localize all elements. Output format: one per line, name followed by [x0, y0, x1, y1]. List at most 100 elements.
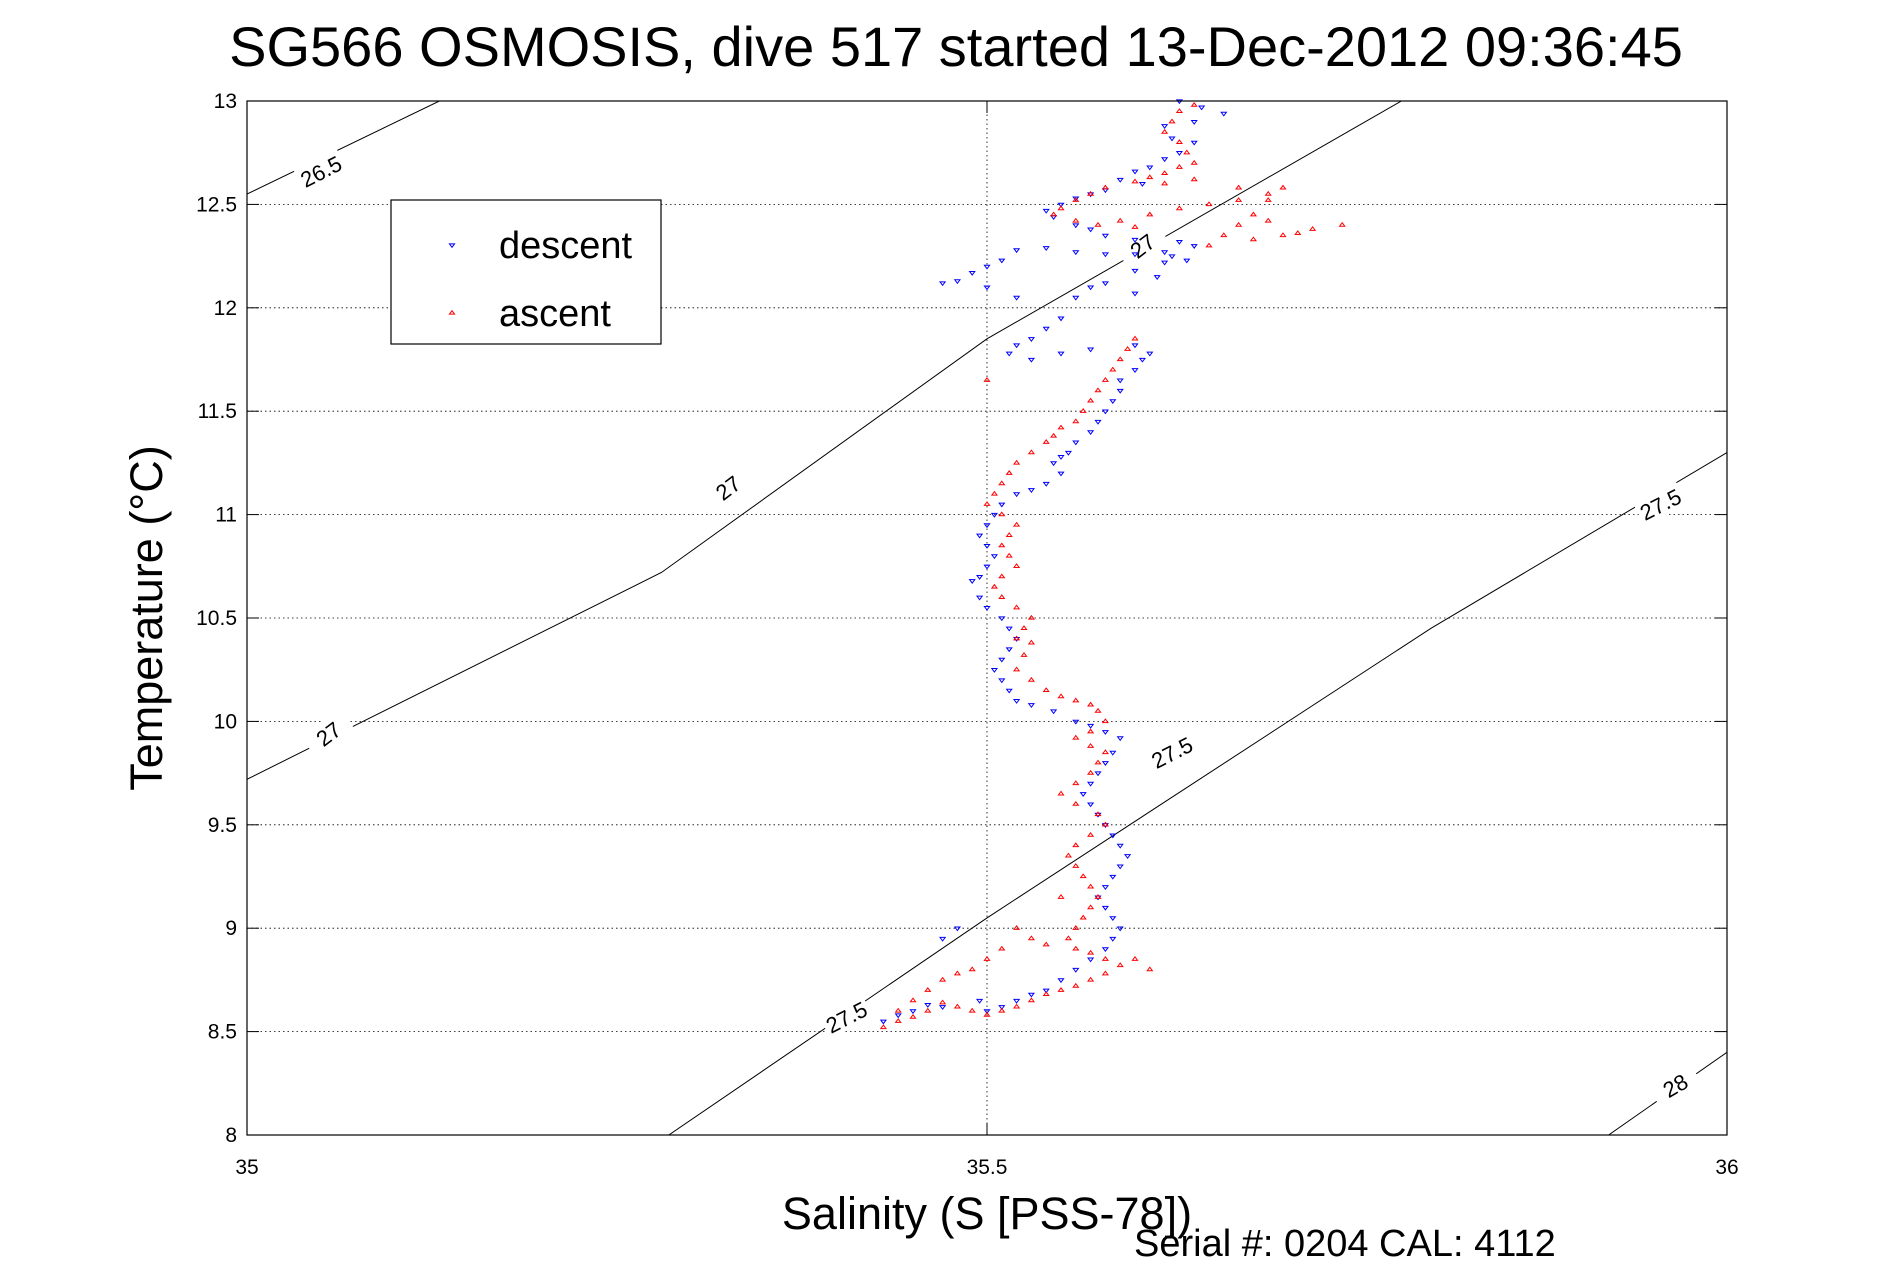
- ascent-point: [1005, 470, 1013, 475]
- descent-point: [1027, 703, 1035, 709]
- ascent-point: [1027, 935, 1035, 941]
- descent-point: [1131, 268, 1139, 274]
- descent-point: [998, 616, 1006, 622]
- ascent-point: [1338, 221, 1346, 227]
- descent-point: [990, 554, 998, 560]
- descent-point: [1013, 295, 1021, 301]
- descent-point: [976, 595, 984, 601]
- descent-point: [1013, 998, 1021, 1004]
- ascent-point: [1094, 221, 1102, 227]
- ascent-point: [1249, 236, 1257, 242]
- ascent-point: [1190, 159, 1198, 165]
- ascent-point: [983, 501, 991, 506]
- descent-point: [1101, 233, 1109, 239]
- descent-point: [1175, 151, 1183, 156]
- y-tick-label: 9: [225, 917, 237, 940]
- ascent-point: [1087, 883, 1095, 889]
- ascent-point: [1072, 418, 1080, 424]
- descent-point: [1116, 843, 1124, 849]
- legend-marker-ascent-shape: [448, 309, 456, 315]
- descent-point: [953, 926, 961, 932]
- ascent-point: [1064, 852, 1072, 858]
- descent-point: [1072, 440, 1080, 446]
- descent-point: [1042, 246, 1050, 252]
- descent-point: [998, 258, 1006, 264]
- descent-point: [968, 579, 976, 584]
- descent-point: [1072, 250, 1080, 256]
- descent-point: [998, 657, 1006, 663]
- contour-label-bg: [1647, 1061, 1702, 1108]
- ascent-point: [998, 945, 1006, 951]
- descent-point: [1072, 967, 1080, 973]
- descent-point: [1057, 351, 1065, 357]
- ascent-point: [1168, 118, 1176, 124]
- descent-point: [1161, 124, 1169, 129]
- descent-point: [1087, 285, 1095, 291]
- descent-point: [1057, 316, 1065, 322]
- contour-label-bg: [1114, 220, 1169, 270]
- descent-point: [1138, 182, 1146, 187]
- descent-point: [1124, 854, 1132, 859]
- descent-point: [1005, 688, 1013, 694]
- ascent-point: [1087, 976, 1095, 982]
- ascent-point: [1131, 335, 1139, 341]
- ascent-point: [1050, 211, 1058, 217]
- ascent-point: [1220, 232, 1228, 238]
- ascent-point: [983, 956, 991, 961]
- contour-label-bg: [300, 708, 355, 758]
- descent-point: [1013, 343, 1021, 349]
- ascent-point: [1175, 139, 1183, 145]
- ascent-point: [998, 542, 1006, 548]
- ascent-point: [1087, 190, 1095, 196]
- descent-point: [1057, 471, 1065, 477]
- ascent-point: [998, 511, 1006, 517]
- legend: descent ascent: [390, 199, 662, 345]
- grid: [247, 101, 1727, 1135]
- ascent-point: [1087, 769, 1095, 775]
- descent-point: [1005, 647, 1013, 653]
- ascent-point: [1183, 149, 1191, 155]
- ascent-point: [1027, 639, 1035, 645]
- x-tick-label: 35: [235, 1156, 258, 1179]
- descent-point: [1101, 409, 1109, 415]
- descent-point: [1027, 357, 1035, 363]
- descent-point: [1013, 492, 1021, 498]
- contour-label-bg: [700, 462, 755, 512]
- ascent-point: [1057, 987, 1065, 992]
- ascent-point: [1264, 217, 1272, 223]
- descent-point: [1138, 357, 1146, 363]
- axis-ticks: 35 35.5 36 8 8.5 9 9.5 10 10.5 11 11.5 12 12.5 13: [196, 90, 1739, 1179]
- ascent-point: [998, 573, 1006, 579]
- ascent-point: [1094, 759, 1102, 765]
- descent-point: [1190, 120, 1198, 125]
- ascent-point: [1131, 178, 1139, 184]
- contour-label-bg: [1632, 480, 1688, 526]
- ascent-point: [1101, 184, 1109, 190]
- ascent-point: [1087, 743, 1095, 748]
- legend-marker-ascent: [448, 309, 456, 315]
- ascent-point: [1013, 635, 1021, 641]
- descent-point: [1042, 988, 1050, 994]
- ascent-point: [1027, 997, 1035, 1003]
- ascent-point: [1175, 205, 1183, 211]
- series-ascent: [879, 101, 1346, 1030]
- descent-point: [924, 1003, 932, 1008]
- x-tick-label: 36: [1715, 1156, 1738, 1179]
- descent-point: [1101, 761, 1109, 766]
- descent-point: [983, 605, 991, 611]
- descent-point: [1013, 699, 1021, 704]
- y-axis-label: Temperature (°C): [121, 445, 172, 791]
- descent-point: [1146, 165, 1154, 171]
- ascent-point: [1013, 563, 1021, 568]
- descent-point: [1168, 136, 1176, 142]
- descent-point: [1050, 709, 1058, 715]
- ascent-point: [1131, 956, 1139, 961]
- ascent-point: [1087, 904, 1095, 910]
- ascent-point: [1190, 101, 1198, 107]
- contour-label-group: 27.5: [1632, 480, 1688, 526]
- ascent-point: [1101, 376, 1109, 382]
- descent-point: [1101, 252, 1109, 258]
- ascent-point: [1027, 614, 1035, 620]
- descent-point: [976, 533, 984, 539]
